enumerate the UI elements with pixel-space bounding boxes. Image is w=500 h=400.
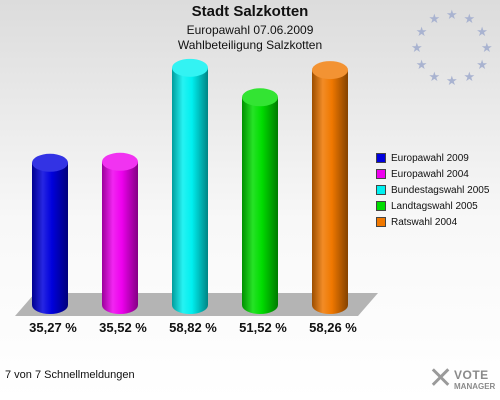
bar-5 [312,61,348,314]
legend-label: Ratswahl 2004 [391,216,458,228]
eu-star-icon: ★ [476,56,488,72]
legend-item: Landtagswahl 2005 [376,198,489,214]
bar-top [102,152,138,171]
eu-star-icon: ★ [463,68,476,84]
legend-label: Landtagswahl 2005 [391,200,478,212]
eu-star-icon: ★ [428,11,441,27]
bar-3 [172,58,208,315]
chart-title: Stadt Salzkotten [191,3,309,20]
bar-value-label: 35,27 % [29,320,77,335]
legend-swatch [376,217,386,227]
bar-1 [32,153,68,314]
eu-star-icon: ★ [463,11,476,27]
legend-swatch [376,153,386,163]
bar-top [172,58,208,77]
bar-body [242,97,278,315]
vote-manager-x-icon: ✕ [428,362,454,395]
eu-star-circle-icon: ★ ★ ★ ★ ★ ★ ★ ★ ★ ★ ★ ★ [408,5,496,93]
bar-body [312,70,348,314]
legend-swatch [376,185,386,195]
bar-top [242,88,278,107]
legend-label: Europawahl 2009 [391,152,469,164]
bar-body [102,161,138,314]
eu-star-icon: ★ [481,40,493,55]
legend-label: Europawahl 2004 [391,168,469,180]
legend-item: Bundestagswahl 2005 [376,182,489,198]
chart-legend: Europawahl 2009 Europawahl 2004 Bundestags… [376,150,489,230]
bar-4 [242,88,278,315]
legend-swatch [376,169,386,179]
eu-star-icon: ★ [446,73,458,88]
chart-subtitle: Europawahl 07.06.2009 [186,23,314,37]
eu-star-icon: ★ [415,56,428,72]
legend-label: Bundestagswahl 2005 [391,184,490,196]
bar-value-label: 35,52 % [99,320,147,335]
legend-swatch [376,201,386,211]
eu-star-icon: ★ [476,23,488,39]
legend-item: Europawahl 2009 [376,150,489,166]
bar-top [32,153,68,172]
bar-2 [102,152,138,314]
eu-star-icon: ★ [415,23,428,39]
bar-value-label: 58,26 % [309,320,357,335]
chart-subtitle-2: Wahlbeteiligung Salzkotten [177,38,323,52]
eu-star-icon: ★ [428,68,441,84]
eu-star-icon: ★ [446,7,458,22]
bar-top [312,61,348,80]
legend-item: Ratswahl 2004 [376,214,489,230]
eu-star-icon: ★ [411,40,423,55]
bar-value-label: 51,52 % [239,320,287,335]
vote-manager-logo: ✕ VOTE MANAGER [428,362,500,398]
footer-status: 7 von 7 Schnellmeldungen [5,369,135,381]
bar-body [172,67,208,315]
legend-item: Europawahl 2004 [376,166,489,182]
bar-value-label: 58,82 % [169,320,217,335]
bar-body [32,162,68,314]
logo-text-vote: VOTE [454,368,489,382]
logo-text-manager: MANAGER [454,382,496,391]
